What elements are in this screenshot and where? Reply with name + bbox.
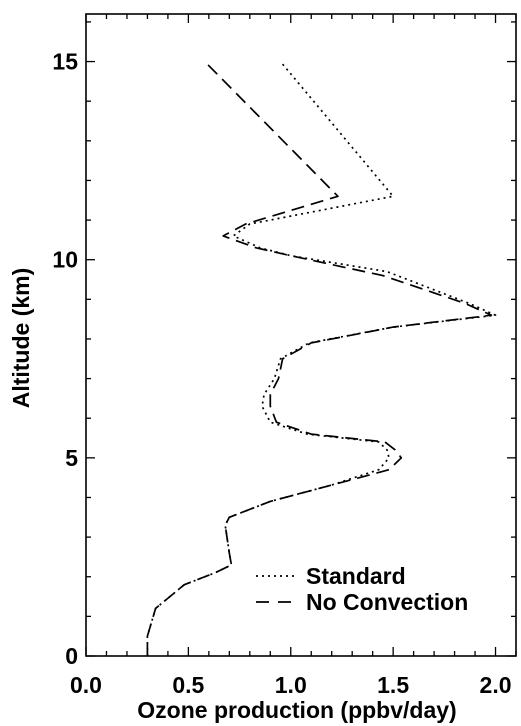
x-tick-label: 0.0 — [70, 672, 102, 698]
series-line-standard — [146, 61, 497, 656]
x-axis-label: Ozone production (ppbv/day) — [137, 697, 456, 723]
y-tick-label: 10 — [52, 247, 78, 273]
series-line-no-convection — [146, 61, 493, 656]
y-tick-label: 0 — [65, 643, 78, 669]
y-tick-label: 15 — [52, 49, 78, 75]
legend-label: Standard — [306, 563, 406, 589]
x-tick-label: 1.0 — [275, 672, 307, 698]
x-tick-label: 0.5 — [172, 672, 204, 698]
y-axis-label: Altitude (km) — [8, 268, 34, 409]
plot-frame — [85, 13, 517, 657]
legend-label: No Convection — [306, 589, 468, 615]
x-tick-label: 1.5 — [377, 672, 409, 698]
y-tick-label: 5 — [65, 445, 78, 471]
axes — [85, 13, 517, 657]
x-tick-label: 2.0 — [480, 672, 512, 698]
series — [146, 61, 497, 656]
ticks: 0.0 0.5 1.0 1.5 2.0 0 5 10 15 — [52, 14, 517, 698]
